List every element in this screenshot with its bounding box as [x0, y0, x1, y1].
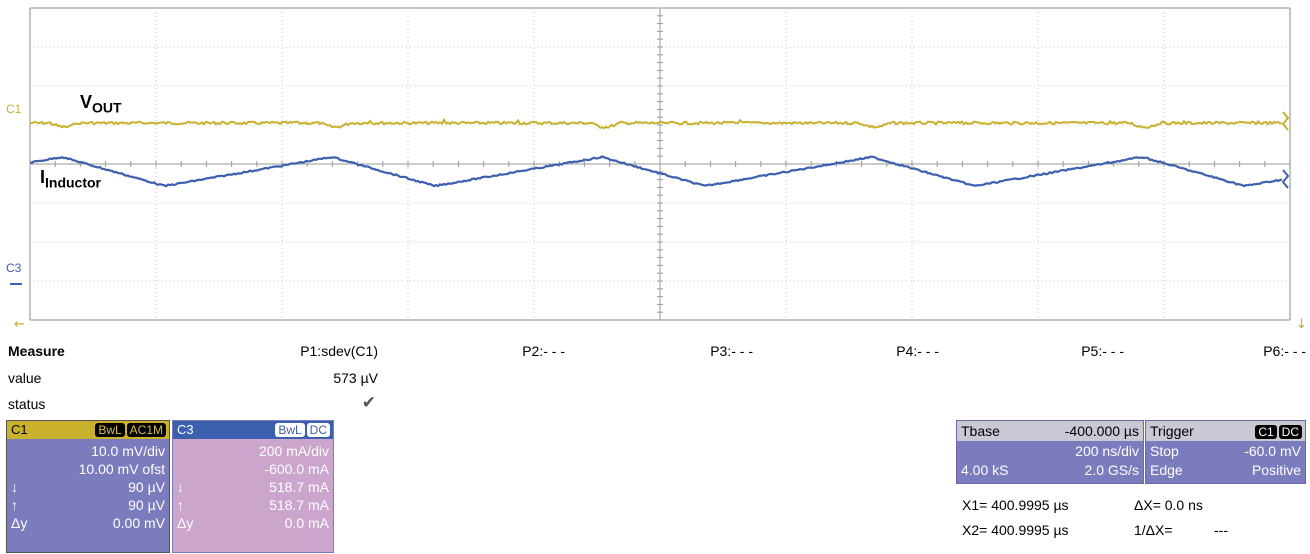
trigger-coupling-badge: DC [1278, 425, 1302, 439]
channel1-offset: 10.00 mV ofst [78, 461, 165, 477]
graticule [29, 7, 1291, 321]
channel1-coupling-badge: AC1M [126, 423, 166, 437]
channel3-up-icon: ↑ [177, 497, 184, 513]
param-p1-label[interactable]: P1:sdev(C1) [300, 343, 378, 359]
channel3-down-icon: ↓ [177, 479, 184, 495]
channel1-dy-value: 0.00 mV [112, 515, 165, 531]
trace-c1-vout [29, 117, 1283, 130]
timebase-sample-rate: 2.0 GS/s [1084, 462, 1139, 478]
trigger-type: Edge [1150, 462, 1183, 478]
trace-c3-inductor-current [29, 155, 1283, 188]
channel3-dy-label: Δy [177, 515, 194, 531]
channel1-bwl-badge: BwL [95, 423, 125, 437]
channel3-down-value: 518.7 mA [269, 479, 329, 495]
channel1-down-value: 90 µV [128, 479, 165, 495]
param-p5-label[interactable]: P5:- - - [1081, 343, 1124, 359]
scroll-left-arrow[interactable]: ← [14, 317, 25, 330]
trigger-descriptor[interactable]: Trigger C1 DC Stop -60.0 mV Edge Positive [1145, 420, 1306, 484]
cursor-dx-readout: ΔX= 0.0 ns [1134, 497, 1203, 513]
cursor-x2-readout: X2= 400.9995 µs [962, 522, 1069, 538]
timebase-descriptor[interactable]: Tbase -400.000 µs 200 ns/div 4.00 kS 2.0… [956, 420, 1144, 484]
channel3-bwl-badge: BwL [275, 423, 305, 437]
c1-marker: C1 [6, 102, 22, 116]
channel1-down-icon: ↓ [11, 479, 18, 495]
c1-right-marker [1281, 111, 1290, 131]
trigger-slope: Positive [1251, 462, 1301, 478]
measure-value-label: value [8, 370, 42, 386]
trigger-level: -60.0 mV [1244, 443, 1301, 459]
trigger-down-arrow: ↓ [1296, 317, 1307, 330]
channel3-coupling-badge: DC [306, 423, 330, 437]
channel1-vdiv: 10.0 mV/div [91, 443, 165, 459]
channel1-up-icon: ↑ [11, 497, 18, 513]
channel3-descriptor[interactable]: C3 BwL DC 200 mA/div -600.0 mA ↓ 518.7 mA … [172, 420, 334, 553]
channel3-up-value: 518.7 mA [269, 497, 329, 513]
cursor-inverse-dx-label: 1/ΔX= [1134, 522, 1173, 538]
channel1-dy-label: Δy [11, 515, 28, 531]
trigger-source-badge: C1 [1255, 425, 1277, 439]
cursor-inverse-dx-value: --- [1214, 522, 1228, 538]
channel1-name: C1 [11, 422, 28, 437]
channel3-dy-value: 0.0 mA [284, 515, 329, 531]
param-p2-label[interactable]: P2:- - - [522, 343, 565, 359]
param-p1-value: 573 µV [333, 370, 378, 386]
timebase-samples: 4.00 kS [961, 462, 1009, 478]
channel1-descriptor[interactable]: C1 BwL AC1M 10.0 mV/div 10.00 mV ofst ↓ 90… [6, 420, 170, 553]
param-p4-label[interactable]: P4:- - - [896, 343, 939, 359]
timebase-tdiv: 200 ns/div [1075, 443, 1139, 459]
timebase-label: Tbase [961, 423, 1000, 439]
channel1-up-value: 90 µV [128, 497, 165, 513]
param-p3-label[interactable]: P3:- - - [710, 343, 753, 359]
channel3-offset: -600.0 mA [264, 461, 329, 477]
measure-title: Measure [8, 343, 65, 359]
trigger-label: Trigger [1150, 423, 1194, 439]
param-p6-label[interactable]: P6:- - - [1263, 343, 1306, 359]
trigger-mode: Stop [1150, 443, 1179, 459]
timebase-delay: -400.000 µs [1064, 423, 1139, 439]
channel3-name: C3 [177, 422, 194, 437]
vout-annotation: VOUT [80, 92, 122, 116]
channel3-vdiv: 200 mA/div [258, 443, 329, 459]
param-p1-status-check-icon: ✔ [361, 393, 376, 412]
waveform-display: C1 C3 ← ↓ [6, 7, 1307, 330]
inductor-current-annotation: IInductor [40, 167, 102, 191]
c3-right-marker [1281, 169, 1290, 189]
c3-marker: C3 [6, 261, 22, 275]
cursor-x1-readout: X1= 400.9995 µs [962, 497, 1069, 513]
measure-status-label: status [8, 396, 46, 412]
